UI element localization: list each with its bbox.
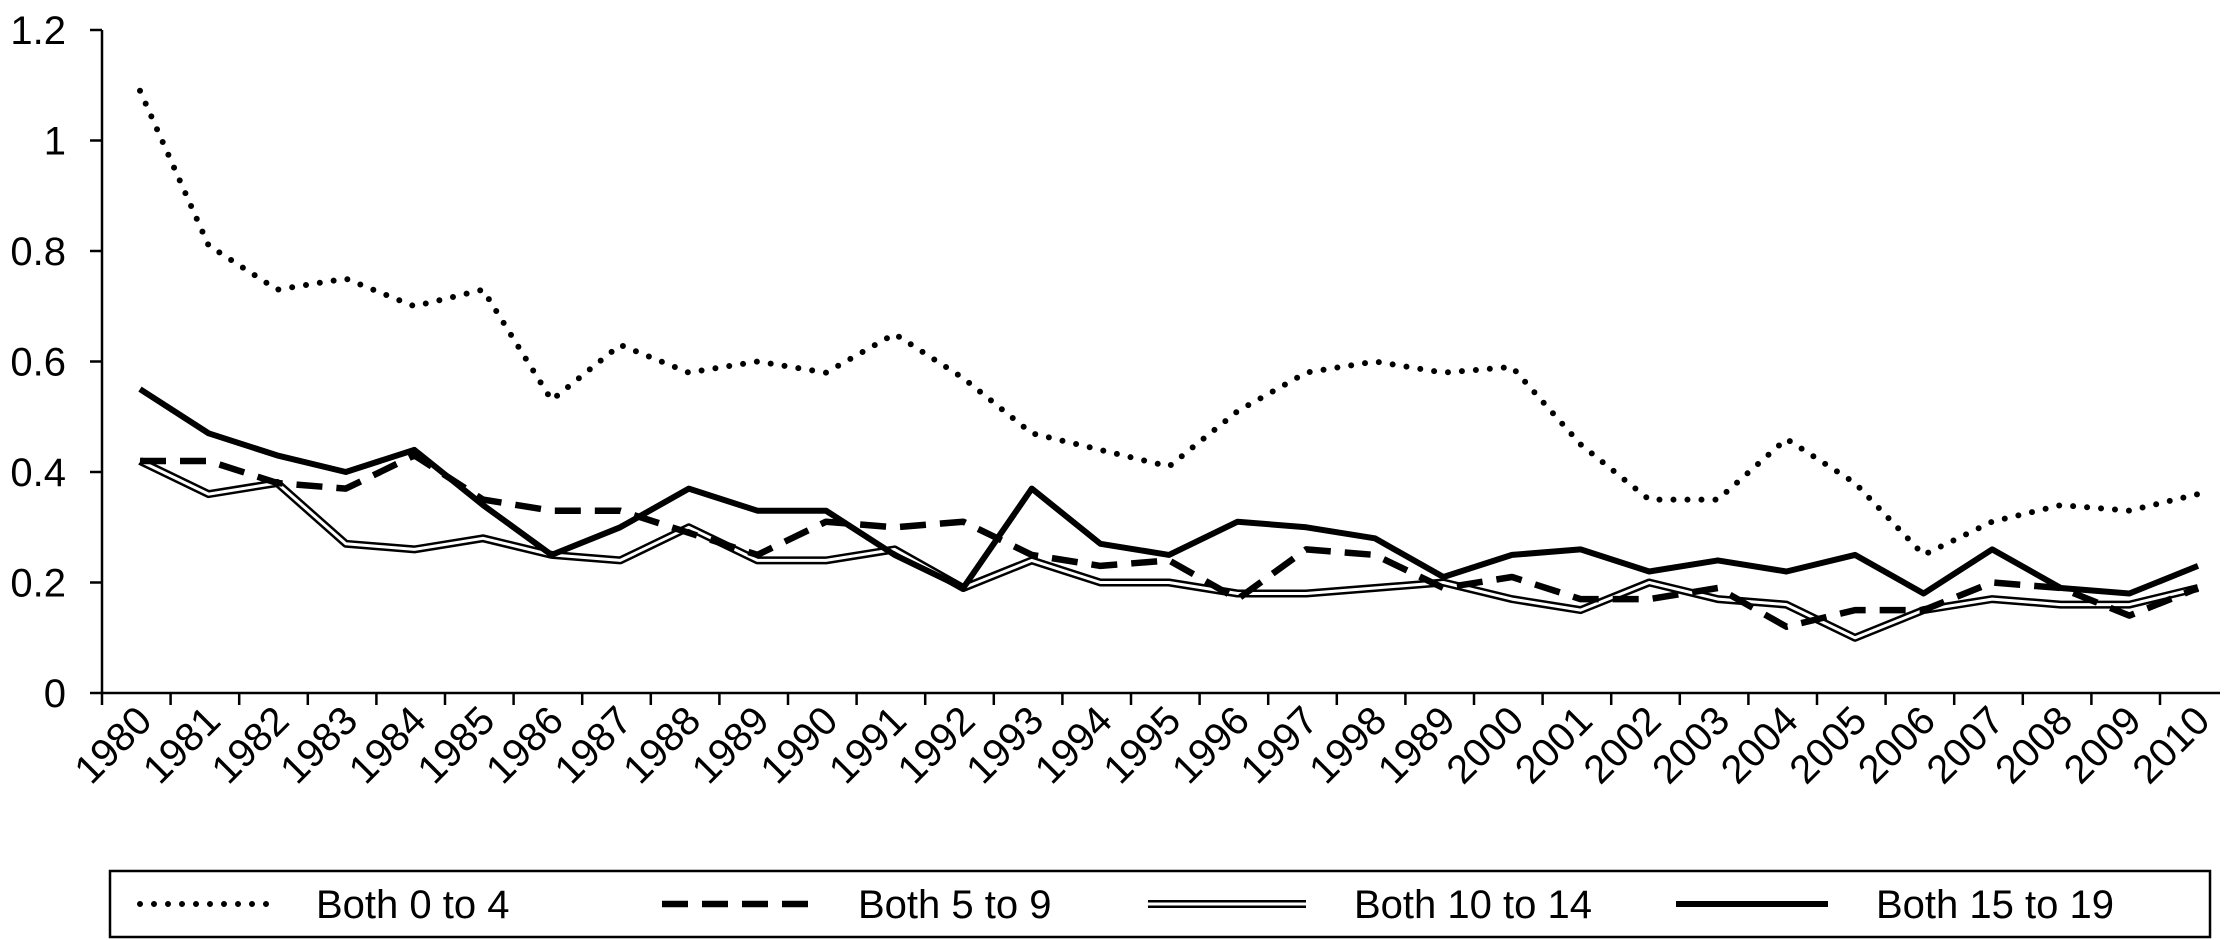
series-layer [137, 87, 2201, 642]
x-tick-label: 2005 [1781, 698, 1875, 792]
series-line [140, 452, 2200, 630]
x-tick-label: 2002 [1576, 698, 1670, 792]
x-tick-label: 2009 [2056, 698, 2150, 792]
x-tick-label: 1980 [66, 698, 160, 792]
legend-label: Both 15 to 19 [1876, 883, 2114, 927]
x-tick-label: 2010 [2124, 698, 2218, 792]
series-line [138, 386, 2200, 597]
series-2 [140, 452, 2200, 630]
x-tick-label: 1995 [1095, 698, 1189, 792]
x-tick-label: 1988 [615, 698, 709, 792]
y-tick-label: 0.4 [10, 451, 66, 495]
x-tick-label: 2004 [1713, 698, 1807, 792]
x-tick-label: 1989 [684, 698, 778, 792]
x-tick-label: 1983 [272, 698, 366, 792]
x-tick-label: 1992 [890, 698, 984, 792]
x-tick-label: 1996 [1164, 698, 1258, 792]
legend-box [108, 869, 2212, 939]
x-tick-label: 1984 [341, 698, 435, 792]
x-tick-label: 1990 [752, 698, 846, 792]
y-tick-label: 1 [44, 120, 66, 164]
x-tick-label: 2003 [1644, 698, 1738, 792]
x-tick-label: 1989 [1370, 698, 1464, 792]
y-tick-label: 1.2 [10, 9, 66, 53]
x-tick-label: 2007 [1919, 698, 2013, 792]
x-tick-label: 1997 [1233, 698, 1327, 792]
y-tick-label: 0.6 [10, 341, 66, 385]
y-tick-label: 0.8 [10, 230, 66, 274]
x-tick-label: 2006 [1850, 698, 1944, 792]
x-tick-label: 1985 [409, 698, 503, 792]
legend-label: Both 5 to 9 [858, 883, 1051, 927]
x-tick-label: 1987 [547, 698, 641, 792]
x-tick-label: 1982 [204, 698, 298, 792]
x-tick-label: 2000 [1438, 698, 1532, 792]
series-line [137, 87, 2201, 558]
series-3 [138, 457, 2199, 642]
series-4 [138, 386, 2200, 597]
y-tick-label: 0.2 [10, 562, 66, 606]
legend: Both 0 to 4 Both 5 to 9 Both 10 to 14 Both … [108, 869, 2212, 939]
x-tick-label: 2001 [1507, 698, 1601, 792]
legend-label: Both 10 to 14 [1354, 883, 1592, 927]
x-tick-label: 1986 [478, 698, 572, 792]
x-tick-label: 1998 [1301, 698, 1395, 792]
x-tick-label: 1991 [821, 698, 915, 792]
x-tick-label: 1993 [958, 698, 1052, 792]
x-tick-label: 1994 [1027, 698, 1121, 792]
legend-label: Both 0 to 4 [316, 883, 509, 927]
series-line-inner [139, 459, 2199, 640]
x-tick-label: 1981 [135, 698, 229, 792]
series-1 [137, 87, 2201, 558]
x-tick-label: 2008 [1987, 698, 2081, 792]
axes: 00.20.40.60.811.219801981198219831984198… [10, 9, 2220, 792]
y-tick-label: 0 [44, 672, 66, 716]
